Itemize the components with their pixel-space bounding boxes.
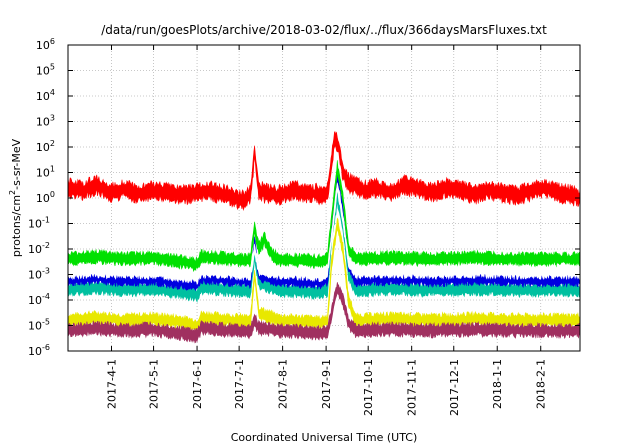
y-tick-base: 10: [28, 345, 42, 358]
y-tick-base: 10: [28, 218, 42, 231]
x-tick-label: 2017-8-1: [277, 359, 290, 409]
x-tick-label: 2017-9-1: [320, 359, 333, 409]
y-axis-ticks: 10-610-510-410-310-210-11001011021031041…: [28, 37, 580, 358]
x-tick-label: 2018-1-1: [491, 359, 504, 409]
series-line: [67, 285, 580, 337]
x-tick-label: 2017-11-1: [406, 359, 419, 416]
y-tick-label: 100: [36, 190, 55, 205]
y-tick-base: 10: [36, 116, 50, 129]
series-line: [67, 167, 580, 265]
series-line: [67, 185, 580, 278]
y-tick-label: 10-2: [28, 241, 50, 256]
series-line: [67, 223, 580, 327]
x-tick-label: 2018-2-1: [535, 359, 548, 409]
y-tick-label: 10-3: [28, 267, 50, 282]
y-tick-exp: 4: [50, 88, 55, 97]
x-tick-label: 2017-5-1: [148, 359, 161, 409]
series-band: [67, 160, 581, 273]
y-tick-exp: -5: [42, 318, 50, 327]
series-line: [67, 197, 580, 296]
y-tick-label: 10-6: [28, 343, 50, 358]
y-tick-label: 101: [36, 165, 55, 180]
y-tick-base: 10: [28, 243, 42, 256]
y-tick-base: 10: [36, 141, 50, 154]
chart-title: /data/run/goesPlots/archive/2018-03-02/f…: [101, 23, 547, 37]
y-tick-base: 10: [36, 39, 50, 52]
y-tick-base: 10: [36, 65, 50, 78]
y-tick-exp: 2: [50, 139, 55, 148]
y-tick-base: 10: [28, 320, 42, 333]
y-tick-base: 10: [28, 269, 42, 282]
series-line: [67, 137, 581, 202]
y-tick-exp: -6: [42, 343, 50, 352]
y-tick-exp: 1: [50, 165, 55, 174]
y-axis-label-sup: 2: [8, 190, 17, 195]
y-tick-exp: 3: [50, 114, 55, 123]
y-tick-exp: -2: [42, 241, 50, 250]
series-band: [67, 131, 581, 211]
series-band: [67, 192, 581, 303]
y-tick-base: 10: [28, 294, 42, 307]
y-tick-exp: -4: [42, 292, 50, 301]
y-tick-exp: -3: [42, 267, 50, 276]
x-tick-label: 2017-6-1: [191, 359, 204, 409]
y-tick-label: 10-4: [28, 292, 50, 307]
y-tick-label: 102: [36, 139, 55, 154]
x-axis-label: Coordinated Universal Time (UTC): [231, 431, 418, 444]
y-tick-base: 10: [36, 90, 50, 103]
y-tick-exp: 0: [50, 190, 55, 199]
y-tick-base: 10: [36, 192, 50, 205]
x-tick-label: 2017-12-1: [448, 359, 461, 416]
y-axis-label-rest: -s-sr-MeV: [10, 138, 23, 189]
y-tick-label: 103: [36, 114, 55, 129]
x-tick-label: 2017-10-1: [362, 359, 375, 416]
y-tick-exp: 6: [50, 37, 55, 46]
y-tick-label: 105: [36, 63, 55, 78]
y-axis-label: protons/cm2-s-sr-MeV: [8, 138, 23, 257]
y-axis-label-main: protons/cm: [10, 195, 23, 257]
y-tick-label: 106: [36, 37, 55, 52]
x-tick-label: 2017-4-1: [105, 359, 118, 409]
x-tick-label: 2017-7-1: [233, 359, 246, 409]
y-tick-label: 104: [36, 88, 55, 103]
y-tick-label: 10-1: [28, 216, 50, 231]
y-tick-exp: -1: [42, 216, 50, 225]
y-tick-label: 10-5: [28, 318, 50, 333]
y-tick-base: 10: [36, 167, 50, 180]
x-axis-ticks: 2017-4-1 2017-5-1 2017-6-1 2017-7-1 2017-8-1…: [105, 45, 548, 416]
series-group: [67, 131, 581, 344]
y-tick-exp: 5: [50, 63, 55, 72]
